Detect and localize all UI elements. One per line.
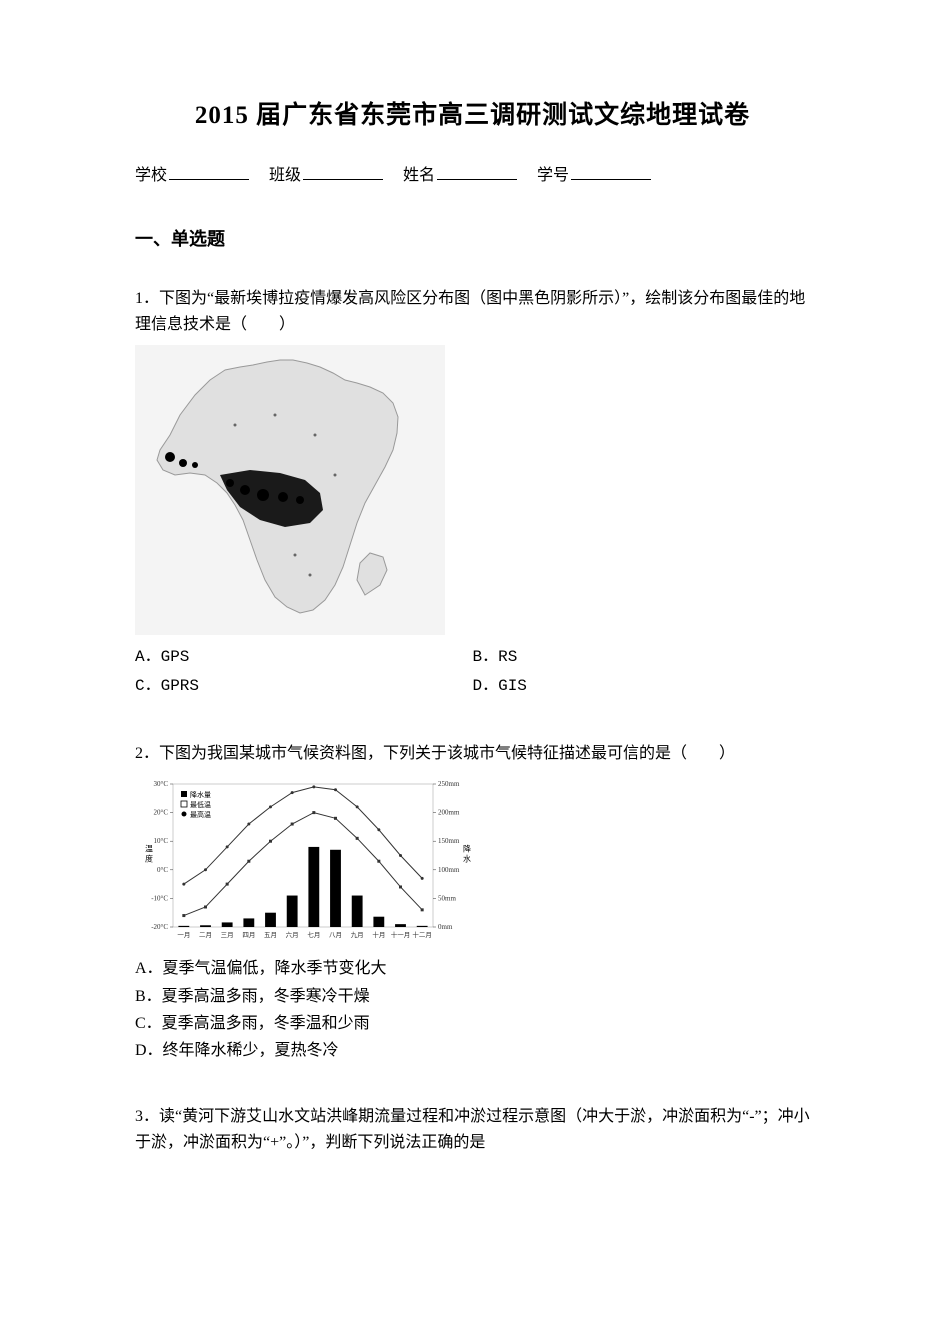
school-field: 学校 <box>135 161 249 185</box>
svg-text:0mm: 0mm <box>438 923 453 931</box>
svg-text:最高温: 最高温 <box>190 810 211 819</box>
q1-option-b: B．RS <box>473 643 811 672</box>
q2-option-c: C．夏季高温多雨，冬季温和少雨 <box>135 1010 810 1037</box>
class-label: 班级 <box>269 167 301 184</box>
q2-body: 下图为我国某城市气候资料图，下列关于该城市气候特征描述最可信的是（ ） <box>159 745 735 762</box>
svg-text:度: 度 <box>145 854 153 864</box>
q1-option-a: A．GPS <box>135 643 473 672</box>
student-info-row: 学校 班级 姓名 学号 <box>135 161 810 185</box>
svg-text:十一月: 十一月 <box>391 930 411 939</box>
svg-text:-20°C: -20°C <box>151 923 168 931</box>
q2-chart: 30°C 20°C 10°C 0°C -10°C -20°C 250mm 200mm 150mm… <box>135 774 475 949</box>
q2-options: A．夏季气温偏低，降水季节变化大 B．夏季高温多雨，冬季寒冷干燥 C．夏季高温多… <box>135 955 810 1064</box>
svg-text:250mm: 250mm <box>438 780 460 788</box>
svg-text:30°C: 30°C <box>154 780 169 788</box>
name-blank <box>437 179 517 180</box>
svg-text:10°C: 10°C <box>154 838 169 846</box>
svg-text:八月: 八月 <box>329 931 342 939</box>
name-label: 姓名 <box>403 167 435 184</box>
page-title: 2015 届广东省东莞市高三调研测试文综地理试卷 <box>135 95 810 131</box>
question-3: 3．读“黄河下游艾山水文站洪峰期流量过程和冲淤过程示意图（冲大于淤，冲淤面积为“… <box>135 1104 810 1155</box>
id-blank <box>571 179 651 180</box>
q2-option-a: A．夏季气温偏低，降水季节变化大 <box>135 955 810 982</box>
question-2: 2．下图为我国某城市气候资料图，下列关于该城市气候特征描述最可信的是（ ） 30… <box>135 741 810 1064</box>
q3-body: 读“黄河下游艾山水文站洪峰期流量过程和冲淤过程示意图（冲大于淤，冲淤面积为“-”… <box>135 1108 810 1151</box>
id-field: 学号 <box>537 161 651 185</box>
svg-text:五月: 五月 <box>264 931 277 939</box>
svg-text:十二月: 十二月 <box>412 930 432 939</box>
school-blank <box>169 179 249 180</box>
q1-body: 下图为“最新埃博拉疫情爆发高风险区分布图（图中黑色阴影所示）”，绘制该分布图最佳… <box>135 290 805 333</box>
school-label: 学校 <box>135 167 167 184</box>
svg-text:50mm: 50mm <box>438 895 456 903</box>
q2-text: 2．下图为我国某城市气候资料图，下列关于该城市气候特征描述最可信的是（ ） <box>135 741 810 767</box>
q1-option-c: C．GPRS <box>135 672 473 701</box>
q3-text: 3．读“黄河下游艾山水文站洪峰期流量过程和冲淤过程示意图（冲大于淤，冲淤面积为“… <box>135 1104 810 1155</box>
q1-option-d: D．GIS <box>473 672 811 701</box>
svg-text:一月: 一月 <box>177 931 190 939</box>
question-1: 1．下图为“最新埃博拉疫情爆发高风险区分布图（图中黑色阴影所示）”，绘制该分布图… <box>135 286 810 701</box>
svg-text:二月: 二月 <box>199 931 212 939</box>
name-field: 姓名 <box>403 161 517 185</box>
africa-map-svg <box>135 345 445 635</box>
q1-text: 1．下图为“最新埃博拉疫情爆发高风险区分布图（图中黑色阴影所示）”，绘制该分布图… <box>135 286 810 337</box>
q2-option-d: D．终年降水稀少，夏热冬冷 <box>135 1037 810 1064</box>
svg-text:十月: 十月 <box>372 930 385 939</box>
svg-text:-10°C: -10°C <box>151 895 168 903</box>
svg-text:温: 温 <box>145 845 153 854</box>
q1-options: A．GPS B．RS C．GPRS D．GIS <box>135 643 810 701</box>
svg-text:最低温: 最低温 <box>190 800 211 809</box>
svg-text:六月: 六月 <box>286 930 299 939</box>
svg-text:降: 降 <box>463 844 471 854</box>
q3-number: 3． <box>135 1108 159 1125</box>
climate-chart-svg: 30°C 20°C 10°C 0°C -10°C -20°C 250mm 200mm 150mm… <box>135 774 475 949</box>
section-1-header: 一、单选题 <box>135 225 810 251</box>
q2-number: 2． <box>135 745 159 762</box>
svg-text:降水量: 降水量 <box>190 790 211 799</box>
svg-text:水: 水 <box>463 854 471 864</box>
svg-text:四月: 四月 <box>242 931 255 939</box>
svg-text:七月: 七月 <box>307 930 320 939</box>
svg-text:200mm: 200mm <box>438 809 460 817</box>
q1-number: 1． <box>135 290 159 307</box>
svg-text:20°C: 20°C <box>154 809 169 817</box>
q2-option-b: B．夏季高温多雨，冬季寒冷干燥 <box>135 983 810 1010</box>
svg-text:150mm: 150mm <box>438 838 460 846</box>
id-label: 学号 <box>537 167 569 184</box>
svg-text:三月: 三月 <box>221 931 234 939</box>
svg-text:0°C: 0°C <box>157 866 168 874</box>
svg-text:九月: 九月 <box>351 930 364 939</box>
class-blank <box>303 179 383 180</box>
class-field: 班级 <box>269 161 383 185</box>
svg-text:100mm: 100mm <box>438 866 460 874</box>
q1-map <box>135 345 445 635</box>
